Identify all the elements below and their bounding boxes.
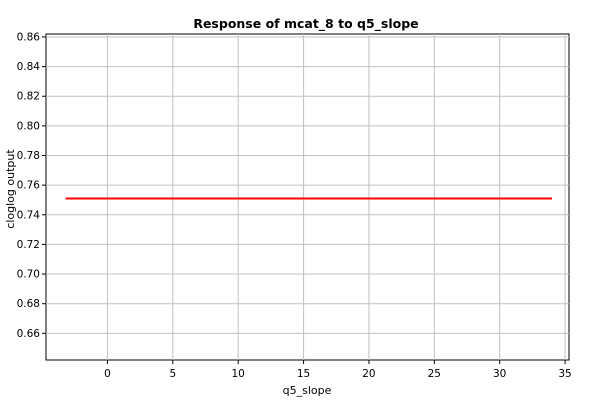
x-tick-label: 5 — [169, 368, 176, 380]
plot-area — [45, 33, 570, 361]
y-tick-label: 0.66 — [17, 328, 41, 340]
grid-lines — [46, 34, 569, 360]
x-tick-label: 0 — [104, 368, 111, 380]
x-tick-label: 10 — [232, 368, 245, 380]
x-tick-label: 25 — [428, 368, 441, 380]
y-tick-label: 0.80 — [17, 120, 40, 132]
y-tick-label: 0.74 — [17, 209, 41, 221]
x-tick-label: 30 — [493, 368, 506, 380]
y-tick-label: 0.72 — [17, 239, 40, 251]
chart-title: Response of mcat_8 to q5_slope — [193, 16, 418, 32]
y-tick-label: 0.78 — [17, 150, 40, 162]
y-tick-label: 0.68 — [17, 298, 40, 310]
y-axis-label: cloglog output — [4, 149, 17, 229]
x-tick-label: 20 — [362, 368, 375, 380]
x-tick-label: 15 — [297, 368, 310, 380]
y-tick-label: 0.84 — [17, 61, 41, 73]
x-axis-label: q5_slope — [283, 384, 332, 397]
y-tick-label: 0.70 — [17, 269, 40, 281]
y-axis: 0.66 0.68 0.70 0.72 0.74 0.76 0.78 0.80 0.82 0.84… — [17, 31, 46, 340]
y-tick-label: 0.76 — [17, 180, 41, 192]
x-axis: 0 5 10 15 20 25 30 35 — [104, 360, 572, 380]
y-tick-label: 0.86 — [17, 31, 41, 43]
y-tick-label: 0.82 — [17, 91, 40, 103]
x-tick-label: 35 — [558, 368, 571, 380]
